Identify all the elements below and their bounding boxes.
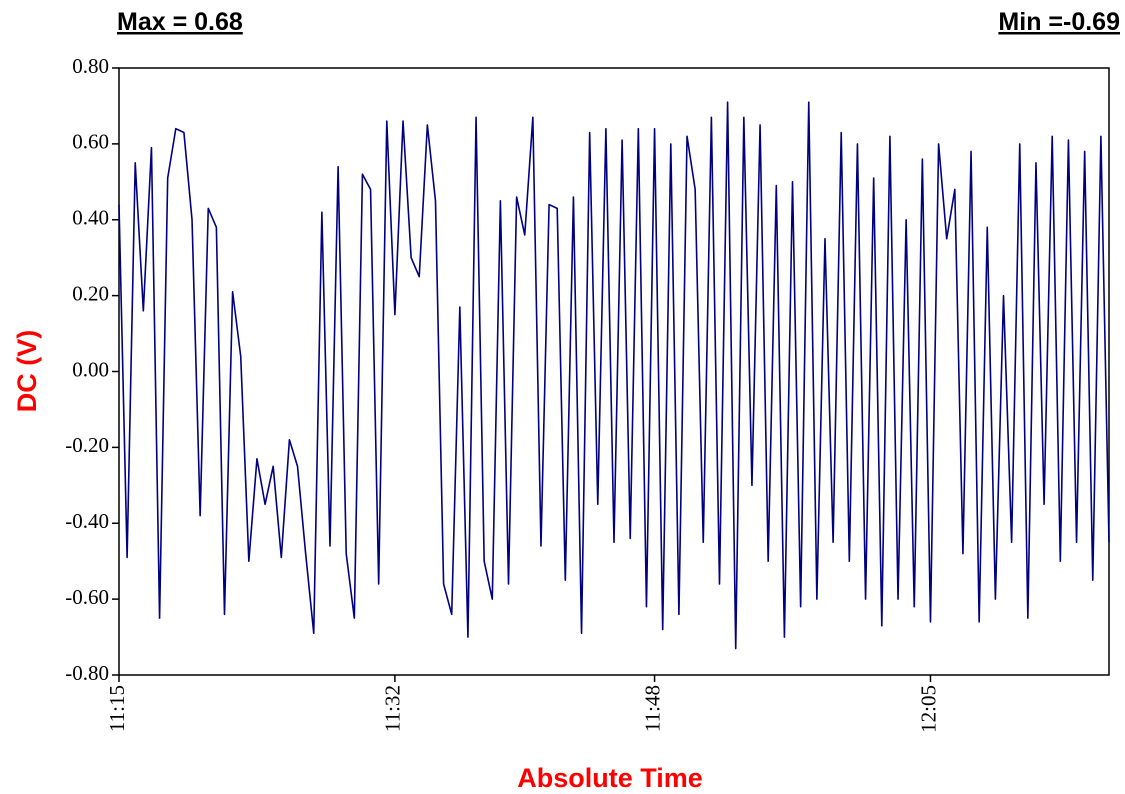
chart-title: Max = 0.68 <box>117 8 243 36</box>
x-tick-label: 11:32 <box>381 685 405 732</box>
y-tick-label: 0.00 <box>72 357 109 381</box>
y-tick-label: -0.20 <box>65 433 109 457</box>
x-axis-label: Absolute Time <box>517 763 703 793</box>
y-tick-label: 0.40 <box>72 206 109 230</box>
x-tick-label: 11:48 <box>640 685 664 732</box>
x-tick-label: 12:05 <box>916 685 940 733</box>
plot-frame <box>118 67 1110 676</box>
y-tick-label: 0.60 <box>72 130 109 154</box>
y-axis-label: DC (V) <box>12 330 42 413</box>
chart-subtitle: Min =-0.69 <box>998 8 1120 36</box>
y-tick-label: 0.80 <box>72 54 109 78</box>
x-tick-label: 11:15 <box>105 685 129 732</box>
y-tick-label: 0.20 <box>72 281 109 305</box>
data-line <box>118 101 1110 650</box>
y-tick-label: -0.40 <box>65 509 109 533</box>
y-tick-label: -0.60 <box>65 585 109 609</box>
y-tick-label: -0.80 <box>65 661 109 685</box>
